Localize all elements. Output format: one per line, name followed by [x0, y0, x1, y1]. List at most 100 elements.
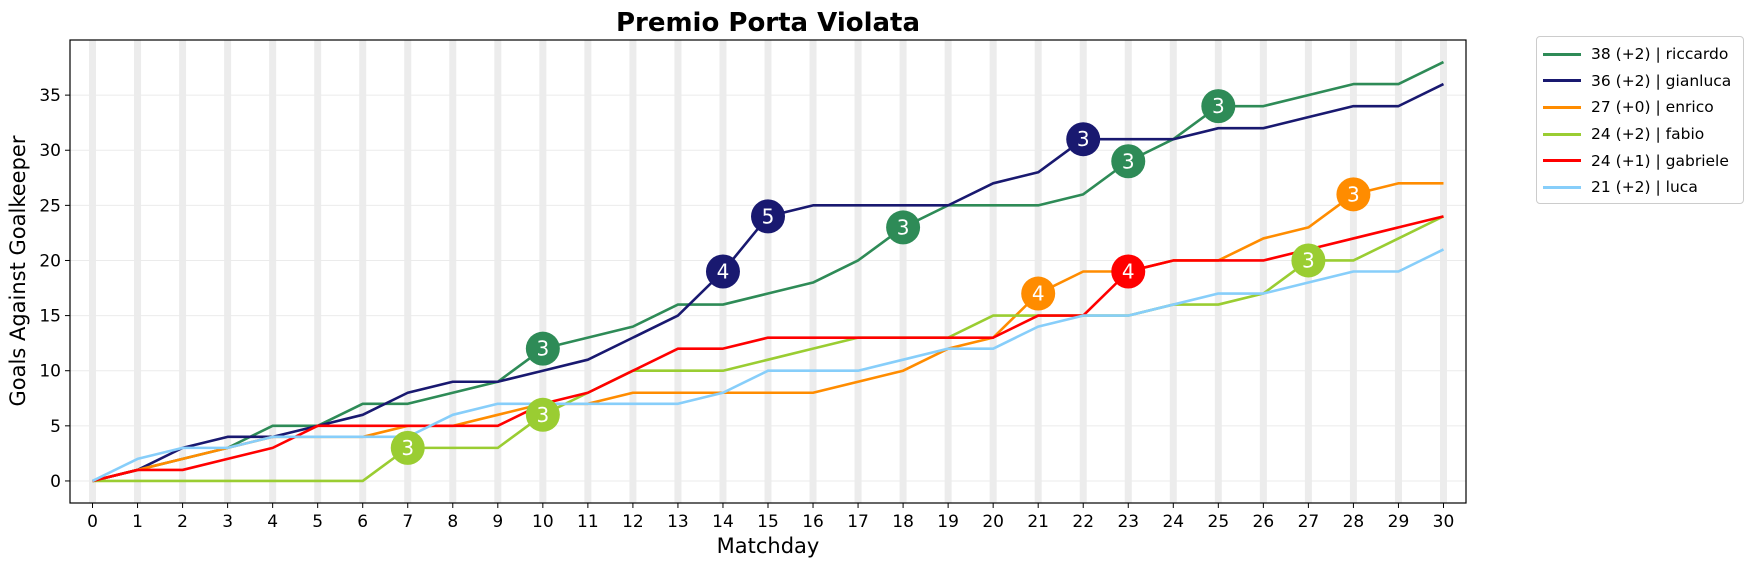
- legend-label: 27 (+0) | enrico: [1591, 98, 1714, 117]
- x-tick-label: 6: [357, 512, 368, 532]
- marker-label-gianluca: 3: [1077, 127, 1090, 151]
- y-axis-label: Goals Against Goalkeeper: [6, 135, 30, 406]
- x-tick-label: 10: [532, 512, 554, 532]
- marker-label-fabio: 3: [536, 403, 549, 427]
- matchday-band: [359, 40, 367, 503]
- marker-label-riccardo: 3: [897, 215, 910, 239]
- series-lines: [91, 60, 1445, 483]
- matchday-band: [179, 40, 187, 503]
- x-tick-label: 3: [222, 512, 233, 532]
- matchday-band: [584, 40, 592, 503]
- marker-fabio: [525, 397, 560, 432]
- matchday-band: [224, 40, 232, 503]
- marker-label-gabriele: 4: [1122, 260, 1135, 284]
- x-tick-label: 26: [1253, 512, 1275, 532]
- matchday-band: [314, 40, 322, 503]
- x-tick-label: 9: [492, 512, 503, 532]
- marker-riccardo: [886, 210, 921, 245]
- legend-item-fabio: 24 (+2) | fabio: [1537, 121, 1743, 148]
- x-tick-label: 1: [132, 512, 143, 532]
- y-axis: 0 5 10 15 20 25 30 35: [39, 86, 70, 492]
- legend-label: 36 (+2) | gianluca: [1591, 71, 1732, 90]
- marker-enrico: [1336, 177, 1371, 212]
- x-tick-label: 23: [1117, 512, 1139, 532]
- x-axis-label: Matchday: [717, 534, 820, 558]
- marker-enrico: [1021, 276, 1056, 311]
- matchday-band: [1034, 40, 1042, 503]
- marker-fabio: [390, 430, 425, 465]
- legend-item-riccardo: 38 (+2) | riccardo: [1537, 41, 1743, 68]
- matchday-band: [1439, 40, 1447, 503]
- x-tick-label: 5: [312, 512, 323, 532]
- marker-gianluca: [1066, 122, 1101, 157]
- matchday-band: [539, 40, 547, 503]
- series-line-gabriele: [92, 215, 1444, 483]
- marker-riccardo: [1201, 89, 1236, 124]
- matchday-bands: [89, 40, 1447, 503]
- legend-swatch: [1543, 52, 1581, 56]
- marker-label-enrico: 3: [1347, 182, 1360, 206]
- legend-swatch: [1543, 185, 1581, 189]
- marker-riccardo: [525, 331, 560, 366]
- marker-label-riccardo: 3: [536, 337, 549, 361]
- marker-label-riccardo: 3: [1212, 94, 1225, 118]
- x-tick-label: 15: [757, 512, 779, 532]
- x-tick-label: 14: [712, 512, 734, 532]
- matchday-band: [674, 40, 682, 503]
- x-tick-label: 11: [577, 512, 599, 532]
- y-tick-label: 30: [39, 141, 61, 161]
- matchday-band: [854, 40, 862, 503]
- x-tick-label: 2: [177, 512, 188, 532]
- series-line-luca: [91, 248, 1445, 483]
- matchday-band: [89, 40, 97, 503]
- y-tick-label: 20: [39, 251, 61, 271]
- matchday-band: [494, 40, 502, 503]
- y-tick-label: 0: [50, 472, 61, 492]
- legend-item-gabriele: 24 (+1) | gabriele: [1537, 147, 1743, 174]
- matchday-band: [944, 40, 952, 503]
- legend-label: 38 (+2) | riccardo: [1591, 45, 1729, 64]
- x-tick-label: 24: [1162, 512, 1184, 532]
- x-tick-label: 19: [937, 512, 959, 532]
- marker-gabriele: [1111, 254, 1146, 289]
- legend-label: 24 (+2) | fabio: [1591, 125, 1705, 144]
- x-tick-label: 12: [622, 512, 644, 532]
- legend-item-gianluca: 36 (+2) | gianluca: [1537, 68, 1743, 95]
- marker-label-gianluca: 5: [762, 204, 775, 228]
- matchday-band: [1169, 40, 1177, 503]
- matchday-band: [764, 40, 772, 503]
- x-tick-label: 25: [1208, 512, 1230, 532]
- x-tick-label: 30: [1433, 512, 1455, 532]
- matchday-band: [899, 40, 907, 503]
- legend-swatch: [1543, 105, 1581, 109]
- legend: 38 (+2) | riccardo 36 (+2) | gianluca 27 (…: [1536, 36, 1744, 204]
- marker-gianluca: [705, 254, 740, 289]
- legend-label: 24 (+1) | gabriele: [1591, 151, 1729, 170]
- y-tick-label: 25: [39, 196, 61, 216]
- legend-swatch: [1543, 79, 1581, 83]
- matchday-band: [1214, 40, 1222, 503]
- x-tick-label: 20: [982, 512, 1004, 532]
- series-markers: 3 3 3 3 4 5 3 4 3 3 3 3 4: [390, 89, 1371, 465]
- x-tick-label: 27: [1298, 512, 1320, 532]
- matchday-band: [809, 40, 817, 503]
- x-tick-label: 17: [847, 512, 869, 532]
- marker-label-riccardo: 3: [1122, 149, 1135, 173]
- x-tick-label: 28: [1343, 512, 1365, 532]
- y-tick-label: 35: [39, 86, 61, 106]
- marker-label-fabio: 3: [401, 436, 414, 460]
- legend-swatch: [1543, 132, 1581, 136]
- y-tick-label: 10: [39, 362, 61, 382]
- matchday-band: [134, 40, 142, 503]
- x-tick-label: 21: [1027, 512, 1049, 532]
- x-axis: 0 1 2 3 4 5 6 7 8 9 10 11 12 13 14 15 16 17 18 19 20 21 22 23 24…: [87, 503, 1454, 532]
- legend-item-luca: 21 (+2) | luca: [1537, 174, 1743, 201]
- matchday-band: [404, 40, 412, 503]
- marker-label-fabio: 3: [1302, 248, 1315, 272]
- x-tick-label: 7: [402, 512, 413, 532]
- chart-title: Premio Porta Violata: [616, 8, 920, 38]
- matchday-band: [629, 40, 637, 503]
- matchday-band: [449, 40, 457, 503]
- x-tick-label: 0: [87, 512, 98, 532]
- series-line-fabio: [92, 215, 1445, 483]
